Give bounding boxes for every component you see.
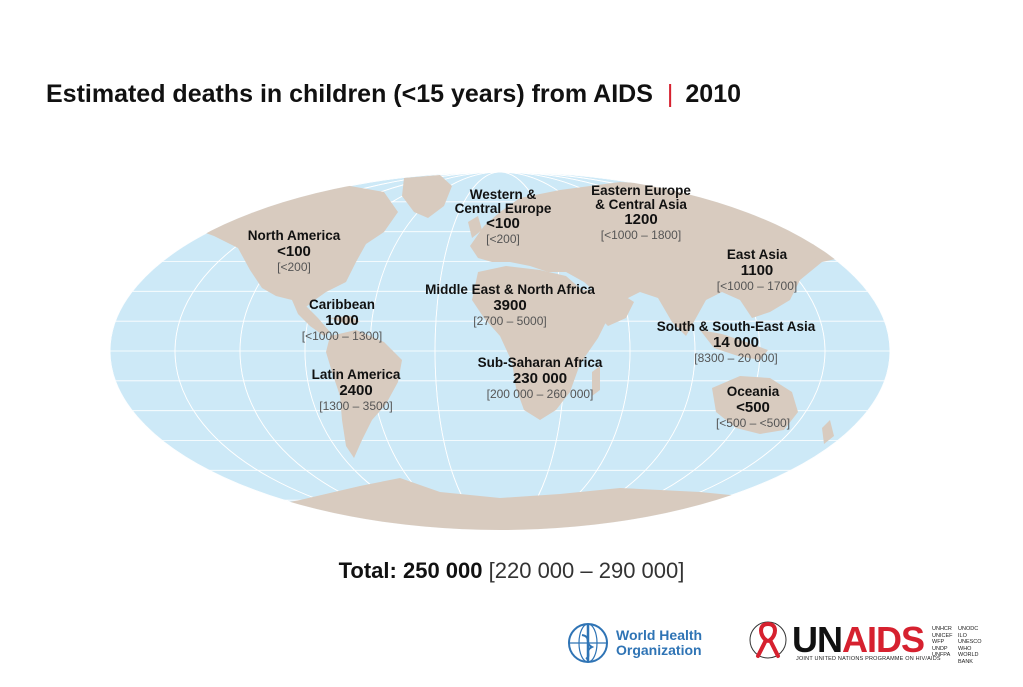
landmass-greenland (402, 175, 452, 218)
region-name: Western & (469, 187, 537, 202)
region-label-caribbean: Caribbean 1000 [<1000 – 1300] (302, 298, 382, 342)
landmass-europe-asia (470, 182, 840, 336)
region-label-east-asia: East Asia 1100 [<1000 – 1700] (717, 248, 797, 292)
landmass-africa (472, 266, 610, 420)
total-range: [220 000 – 290 000] (488, 558, 685, 583)
cosponsor-name: WFP (932, 639, 945, 646)
region-value: 1100 (740, 261, 774, 279)
landmass-central-america (292, 300, 330, 336)
region-label-middle-east-north-africa: Middle East & North Africa 3900 [2700 – 50… (425, 283, 595, 327)
region-label-eastern-europe-central-asia: Eastern Europe & Central Asia 1200 [<1000 –… (591, 184, 691, 241)
region-range: [1300 – 3500] (319, 398, 393, 413)
region-value: <100 (277, 242, 311, 260)
region-name: & Central Asia (595, 196, 687, 212)
region-name: East Asia (726, 247, 788, 262)
who-line1: World Health (616, 627, 703, 644)
cosponsor-name: UNESCO (958, 639, 982, 646)
region-label-western-central-europe: Western & Central Europe <100 [<200] (455, 188, 552, 245)
region-value: <100 (486, 215, 520, 232)
region-label-oceania: Oceania <500 [<500 – <500] (716, 385, 790, 429)
region-value: 14 000 (713, 333, 759, 351)
title-year: 2010 (685, 80, 742, 108)
region-range: [<500 – <500] (715, 415, 791, 430)
region-name: Latin America (311, 367, 401, 382)
landmass-north-america (192, 186, 398, 312)
region-label-sub-saharan-africa: Sub-Saharan Africa 230 000 [200 000 – 260 … (478, 356, 603, 400)
region-name: South & South-East Asia (656, 319, 816, 334)
cosponsor-name: UNHCR (932, 626, 952, 632)
region-range: [<200] (486, 232, 520, 246)
graticule-meridian (304, 172, 696, 530)
region-label-north-america: North America <100 [<200] (248, 229, 341, 273)
landmass-japan (806, 244, 816, 272)
region-label-latin-america: Latin America 2400 [1300 – 3500] (312, 368, 401, 412)
landmass-arabia (582, 288, 634, 326)
region-name: Oceania (726, 384, 780, 399)
region-value: 1200 (624, 211, 658, 228)
unaids-logo: UNAIDS JOINT UNITED NATIONS PROGRAMME ON… (748, 618, 998, 668)
region-value: 2400 (339, 381, 373, 399)
graticule-meridian (174, 172, 826, 530)
region-name: Eastern Europe (591, 183, 691, 198)
region-name: North America (247, 228, 341, 243)
landmass-southeast-asia-islands (700, 330, 768, 360)
region-range: [200 000 – 260 000] (486, 386, 594, 401)
region-name: Sub-Saharan Africa (477, 355, 603, 370)
region-range: [<1000 – 1300] (301, 328, 383, 343)
unaids-aids: AIDS (842, 619, 925, 660)
cosponsor-name: WHO (958, 645, 972, 652)
title-separator: | (666, 80, 674, 108)
landmass-south-america (326, 330, 402, 458)
region-range: [<1000 – 1700] (716, 278, 798, 293)
landmass-british-isles (468, 216, 482, 238)
cosponsor-name: UNFPA (932, 652, 951, 659)
region-value: 230 000 (512, 369, 568, 387)
region-range: [<1000 – 1800] (600, 228, 682, 242)
title-main: Estimated deaths in children (<15 years)… (46, 80, 653, 108)
region-range: [8300 – 20 000] (694, 350, 778, 365)
total-value: 250 000 (402, 558, 483, 583)
who-line2: Organization (616, 642, 702, 658)
red-ribbon-icon (749, 621, 787, 659)
cosponsor-name: UNODC (958, 626, 979, 632)
cosponsor-name: UNICEF (932, 632, 953, 639)
unaids-cosponsors: UNHCR UNODC UNICEF ILO WFP UNESCO UNDP WHO UNFPA… (932, 626, 988, 666)
cosponsor-name: WORLD BANK (958, 652, 979, 665)
cosponsor-name: ILO (958, 632, 967, 639)
unaids-subtitle: JOINT UNITED NATIONS PROGRAMME ON HIV/AI… (796, 656, 941, 662)
region-name: Middle East & North Africa (425, 282, 595, 297)
unaids-un: UN (792, 619, 843, 660)
cosponsor-name: UNDP (932, 645, 948, 652)
page-title: Estimated deaths in children (<15 years)… (46, 80, 741, 109)
region-value: 1000 (325, 311, 359, 329)
who-logo: World Health Organization (566, 620, 706, 666)
region-value: 3900 (493, 296, 527, 314)
region-name: Central Europe (454, 200, 552, 216)
region-range: [<200] (277, 259, 311, 274)
landmass-australia (712, 376, 798, 434)
total-summary: Total: 250 000 [220 000 – 290 000] (0, 558, 1023, 584)
total-label: Total: (338, 558, 397, 583)
region-value: <500 (736, 398, 770, 416)
landmass-new-zealand (822, 420, 834, 444)
region-name: Caribbean (308, 297, 376, 312)
region-range: [2700 – 5000] (473, 313, 547, 328)
who-wordmark: World Health Organization (616, 628, 702, 657)
landmass-madagascar (592, 366, 600, 396)
landmass-caribbean-islands (330, 316, 360, 324)
region-label-south-southeast-asia: South & South-East Asia 14 000 [8300 – 20 … (657, 320, 816, 364)
who-emblem-icon (568, 623, 608, 663)
unaids-wordmark: UNAIDS (792, 619, 925, 660)
